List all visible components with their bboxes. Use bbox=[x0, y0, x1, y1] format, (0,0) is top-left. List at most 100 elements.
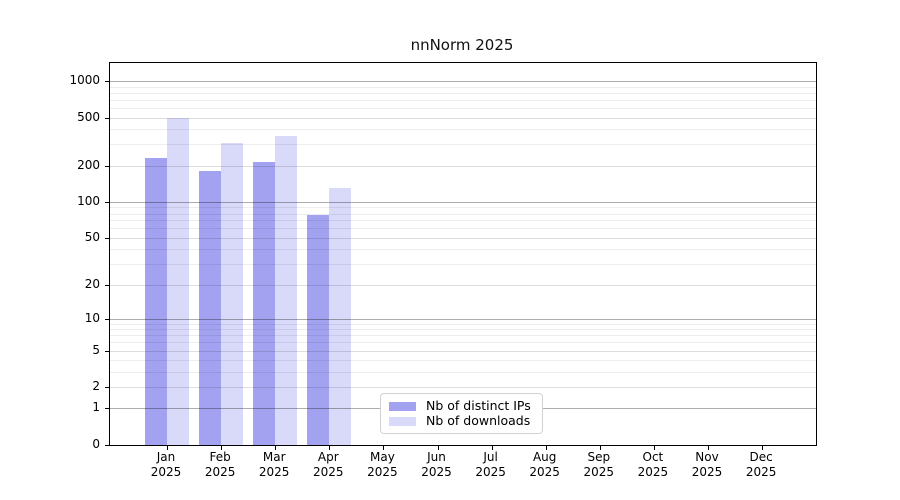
gridline-minor bbox=[110, 107, 816, 109]
y-axis-labels: 0 1 2 5 10 20 50 100 200 500 1000 bbox=[0, 62, 109, 451]
y-tick-label-500: 500 bbox=[77, 109, 100, 124]
x-tick-label-dec: Dec 2025 bbox=[733, 450, 789, 480]
month-label: Oct bbox=[642, 450, 664, 464]
y-tick-label-0: 0 bbox=[92, 437, 100, 451]
y-tick-500 bbox=[105, 117, 109, 119]
y-tick-label-50: 50 bbox=[84, 229, 100, 244]
x-tick-label-may: May 2025 bbox=[354, 450, 410, 480]
month-label: Mar bbox=[262, 450, 286, 464]
x-tick-oct bbox=[653, 446, 655, 450]
gridline-minor bbox=[110, 329, 816, 331]
gridline-minor bbox=[110, 144, 816, 146]
y-tick-1 bbox=[105, 408, 109, 410]
x-tick-label-apr: Apr 2025 bbox=[300, 450, 356, 480]
legend-label-distinct-ips: Nb of distinct IPs bbox=[426, 398, 531, 413]
x-axis-labels: Jan 2025 Feb 2025 Mar 2025 Apr 2025 May 2025 Jun 20… bbox=[109, 450, 815, 490]
gridline-10 bbox=[110, 318, 816, 320]
x-tick-aug bbox=[545, 446, 547, 450]
y-tick-label-5: 5 bbox=[92, 342, 100, 357]
gridline-minor bbox=[110, 249, 816, 251]
x-tick-jan bbox=[167, 446, 168, 450]
y-tick-200 bbox=[105, 165, 109, 167]
chart-title: nnNorm 2025 bbox=[410, 36, 514, 54]
gridline-minor bbox=[110, 86, 816, 88]
y-tick-10 bbox=[105, 318, 109, 320]
plot-area: Nb of distinct IPs Nb of downloads bbox=[105, 62, 817, 450]
bar-distinct-ips-mar bbox=[253, 161, 276, 445]
month-label: Feb bbox=[209, 450, 231, 464]
year-label: 2025 bbox=[258, 465, 290, 479]
x-tick-label-oct: Oct 2025 bbox=[625, 450, 681, 480]
y-tick-label-1: 1 bbox=[92, 400, 100, 415]
bar-distinct-ips-jan bbox=[145, 158, 167, 445]
x-tick-jul bbox=[491, 446, 493, 450]
y-tick-2 bbox=[105, 387, 109, 389]
legend-label-downloads: Nb of downloads bbox=[426, 413, 531, 428]
x-tick-label-jun: Jun 2025 bbox=[409, 450, 465, 480]
bar-downloads-mar bbox=[275, 135, 298, 445]
y-tick-label-200: 200 bbox=[77, 157, 100, 172]
year-label: 2025 bbox=[150, 465, 182, 479]
legend-item-downloads: Nb of downloads bbox=[389, 414, 534, 428]
gridline-minor bbox=[110, 99, 816, 101]
legend-swatch-downloads bbox=[389, 416, 416, 426]
x-tick-feb bbox=[221, 446, 223, 450]
x-tick-dec bbox=[762, 446, 764, 450]
x-tick-label-aug: Aug 2025 bbox=[517, 450, 573, 480]
y-tick-0 bbox=[105, 445, 109, 446]
y-tick-label-1000: 1000 bbox=[69, 73, 100, 88]
x-tick-apr bbox=[329, 446, 331, 450]
month-label: Aug bbox=[532, 450, 557, 464]
year-label: 2025 bbox=[313, 465, 344, 479]
bar-downloads-jan bbox=[167, 117, 189, 445]
bar-distinct-ips-apr bbox=[307, 214, 330, 445]
x-tick-label-jan: Jan 2025 bbox=[138, 450, 194, 480]
month-label: Jan bbox=[156, 450, 176, 464]
x-tick-sep bbox=[599, 446, 601, 450]
gridline-minor bbox=[110, 228, 816, 230]
gridline-2 bbox=[110, 387, 816, 389]
y-tick-label-2: 2 bbox=[92, 379, 100, 394]
month-label: Nov bbox=[695, 450, 719, 464]
month-label: May bbox=[369, 450, 395, 464]
gridline-minor bbox=[110, 92, 816, 94]
year-label: 2025 bbox=[367, 465, 398, 479]
year-label: 2025 bbox=[475, 465, 506, 479]
bar-downloads-feb bbox=[221, 142, 244, 445]
gridline-minor bbox=[110, 207, 816, 209]
month-label: Dec bbox=[749, 450, 773, 464]
year-label: 2025 bbox=[637, 465, 669, 479]
x-tick-label-feb: Feb 2025 bbox=[192, 450, 248, 480]
bar-distinct-ips-feb bbox=[199, 171, 222, 445]
gridline-minor bbox=[110, 335, 816, 337]
y-tick-20 bbox=[105, 284, 109, 286]
month-label: Jul bbox=[483, 450, 498, 464]
legend: Nb of distinct IPs Nb of downloads bbox=[380, 393, 543, 434]
y-tick-50 bbox=[105, 237, 109, 239]
gridline-minor bbox=[110, 129, 816, 131]
month-label: Apr bbox=[317, 450, 339, 464]
gridline-minor bbox=[110, 342, 816, 344]
gridline-minor bbox=[110, 360, 816, 362]
month-label: Sep bbox=[587, 450, 611, 464]
bar-downloads-apr bbox=[329, 188, 352, 445]
year-label: 2025 bbox=[204, 465, 236, 479]
y-tick-label-100: 100 bbox=[77, 193, 100, 208]
x-tick-label-mar: Mar 2025 bbox=[246, 450, 302, 480]
gridline-minor bbox=[110, 213, 816, 215]
year-label: 2025 bbox=[421, 465, 452, 479]
year-label: 2025 bbox=[529, 465, 560, 479]
gridline-500 bbox=[110, 117, 816, 119]
gridline-5 bbox=[110, 350, 816, 352]
y-tick-label-20: 20 bbox=[84, 276, 100, 291]
x-tick-nov bbox=[708, 446, 709, 450]
gridline-200 bbox=[110, 165, 816, 167]
y-tick-5 bbox=[105, 350, 109, 352]
legend-item-distinct-ips: Nb of distinct IPs bbox=[389, 399, 534, 413]
x-tick-may bbox=[383, 446, 385, 450]
year-label: 2025 bbox=[745, 465, 777, 479]
year-label: 2025 bbox=[583, 465, 615, 479]
year-label: 2025 bbox=[691, 465, 723, 479]
x-tick-mar bbox=[275, 446, 277, 450]
gridline-1000 bbox=[110, 81, 816, 83]
